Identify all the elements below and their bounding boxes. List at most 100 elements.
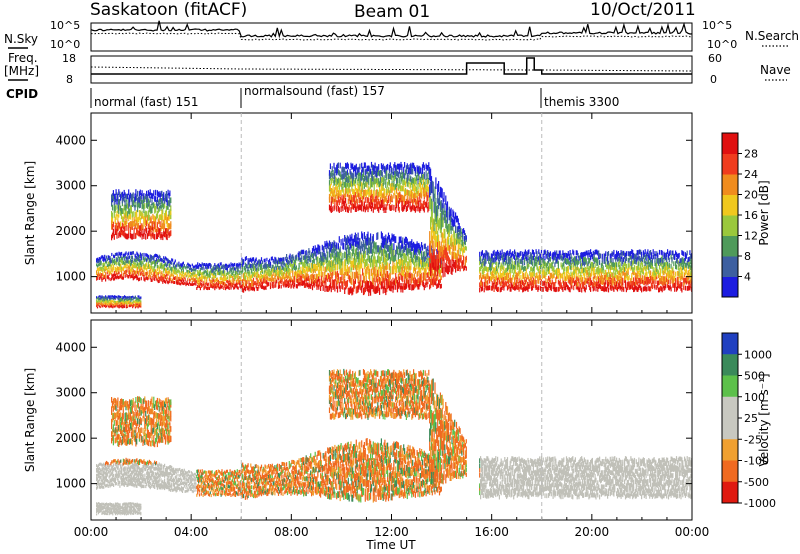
echo-cell [426, 183, 428, 189]
echo-cell [418, 165, 420, 172]
echo-cell [98, 259, 100, 263]
echo-cell [375, 273, 377, 281]
echo-cell [205, 282, 207, 286]
echo-cell [133, 264, 135, 268]
echo-cell [277, 267, 279, 272]
echo-cell [165, 218, 167, 224]
echo-cell [358, 177, 360, 184]
echo-cell [264, 258, 266, 263]
echo-cell [334, 241, 336, 248]
echo-cell [149, 230, 151, 237]
echo-cell [186, 280, 188, 284]
echo-cell [326, 247, 328, 254]
echo-cell [325, 243, 327, 250]
echo-cell [320, 255, 322, 262]
echo-cell [379, 176, 382, 183]
echo-cell [402, 194, 404, 201]
echo-cell [139, 225, 141, 231]
echo-cell [365, 190, 367, 196]
echo-cell [295, 278, 297, 283]
echo-cell [140, 198, 142, 204]
echo-cell [313, 274, 315, 280]
echo-cell [206, 281, 208, 285]
echo-cell [410, 197, 412, 204]
echo-cell [135, 258, 137, 262]
echo-cell [204, 285, 206, 289]
echo-cell [288, 283, 290, 288]
echo-cell [131, 197, 133, 204]
echo-cell [324, 269, 326, 276]
echo-cell [401, 266, 403, 273]
echo-cell [286, 258, 288, 263]
echo-cell [377, 166, 379, 173]
echo-cell [224, 278, 226, 282]
echo-cell [250, 286, 252, 291]
echo-cell [372, 267, 374, 275]
echo-cell [142, 272, 144, 277]
echo-cell [153, 255, 155, 259]
echo-cell [222, 279, 224, 283]
echo-cell [394, 162, 396, 168]
echo-cell [220, 266, 222, 270]
echo-cell [426, 258, 428, 264]
echo-cell [280, 277, 282, 281]
echo-cell [322, 256, 324, 263]
echo-cell [376, 275, 378, 283]
echo-cell [451, 251, 453, 260]
echo-cell [336, 242, 338, 249]
echo-cell [153, 273, 155, 277]
echo-cell [250, 283, 252, 287]
echo-cell [411, 272, 413, 279]
echo-cell [187, 269, 189, 273]
echo-cell [127, 210, 129, 217]
echo-cell [164, 273, 166, 278]
echo-cell [117, 214, 119, 221]
echo-cell [363, 232, 365, 240]
echo-cell [273, 260, 275, 265]
echo-cell [268, 272, 270, 277]
echo-cell [425, 261, 427, 267]
echo-cell [170, 230, 172, 236]
echo-cell [296, 284, 298, 289]
echo-cell [220, 280, 222, 284]
echo-cell [315, 273, 317, 279]
echo-cell [360, 274, 362, 282]
echo-cell [181, 274, 183, 277]
echo-cell [361, 182, 363, 188]
echo-cell [425, 185, 427, 191]
echo-cell [241, 273, 243, 278]
echo-cell [369, 255, 371, 264]
echo-cell [432, 257, 434, 270]
echo-cell [334, 175, 336, 182]
echo-cell [234, 274, 236, 278]
echo-cell [176, 262, 178, 266]
echo-cell [208, 286, 210, 290]
echo-cell [396, 246, 399, 254]
echo-cell [185, 266, 187, 270]
echo-cell [210, 280, 212, 284]
echo-cell [345, 182, 347, 188]
echo-cell [383, 175, 385, 181]
echo-cell [423, 267, 425, 273]
echo-cell [427, 172, 429, 179]
echo-cell [118, 189, 120, 195]
echo-cell [390, 193, 392, 200]
echo-cell [347, 163, 349, 170]
echo-cell [266, 280, 268, 284]
echo-cell [114, 216, 116, 223]
echo-cell [407, 175, 409, 181]
echo-cell [157, 265, 159, 269]
echo-cell [164, 213, 166, 219]
echo-cell [210, 268, 212, 272]
echo-cell [125, 221, 127, 227]
echo-cell [153, 227, 155, 233]
echo-cell [301, 270, 303, 276]
echo-cell [313, 280, 315, 286]
echo-cell [135, 232, 137, 239]
echo-cell [463, 255, 465, 261]
echo-cell [340, 189, 342, 196]
echo-cell [251, 279, 253, 284]
echo-cell [376, 171, 378, 178]
echo-cell [140, 276, 142, 281]
echo-cell [304, 283, 306, 288]
